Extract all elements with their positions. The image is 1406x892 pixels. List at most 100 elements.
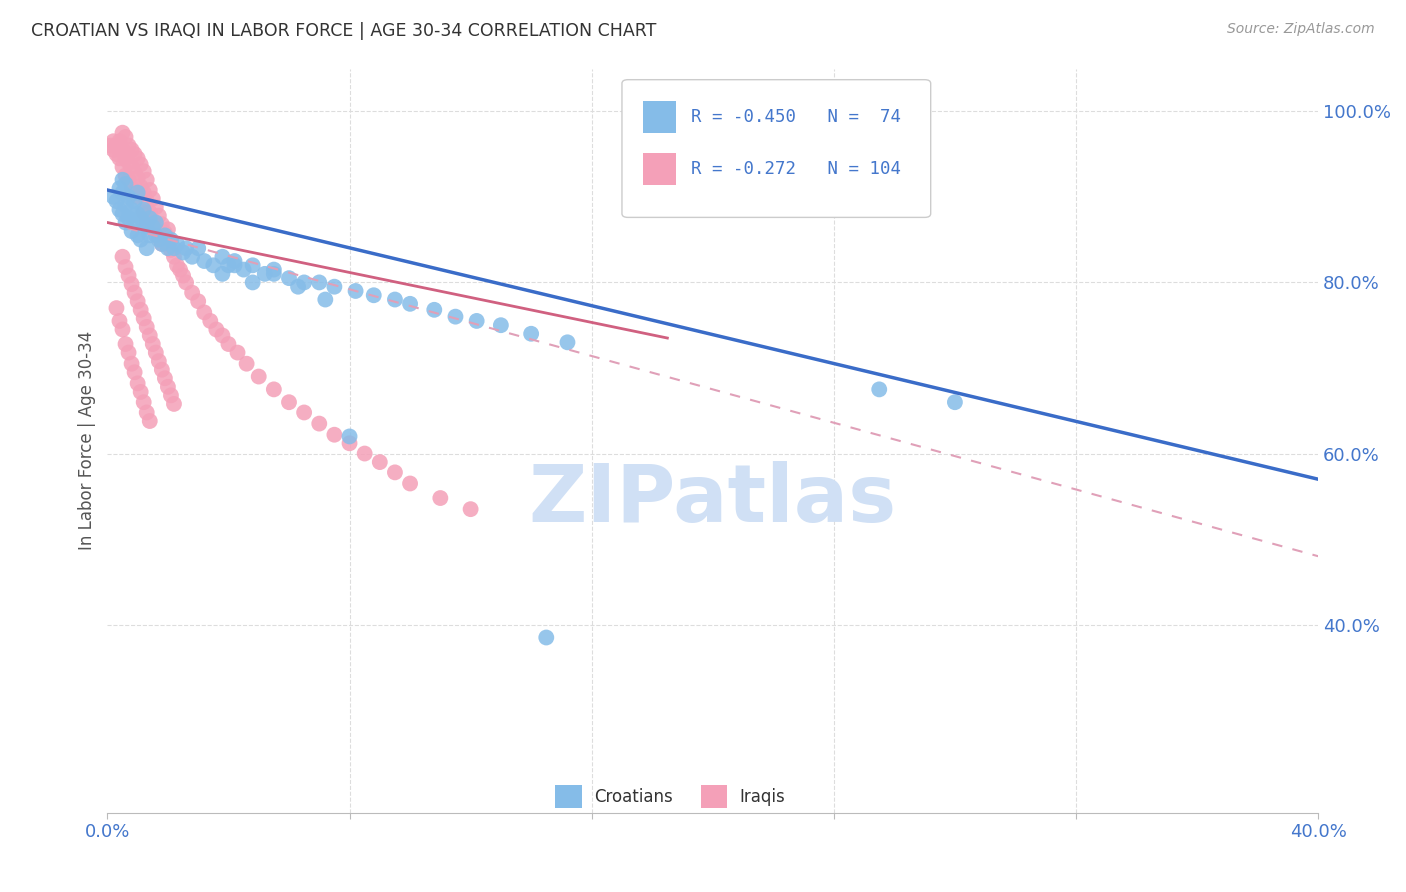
Point — [174, 241, 197, 255]
Point — [111, 160, 134, 174]
Point — [105, 301, 128, 315]
Point — [124, 166, 146, 180]
Point — [399, 476, 422, 491]
Point — [314, 293, 336, 307]
Point — [287, 279, 309, 293]
Point — [127, 190, 149, 204]
Point — [121, 357, 143, 371]
Point — [127, 294, 149, 309]
Point — [142, 337, 165, 351]
Point — [160, 388, 183, 402]
Point — [166, 236, 188, 251]
Point — [211, 328, 233, 343]
Point — [142, 192, 165, 206]
Point — [174, 276, 197, 290]
Point — [323, 427, 346, 442]
Point — [253, 267, 276, 281]
Point — [150, 362, 173, 376]
Y-axis label: In Labor Force | Age 30-34: In Labor Force | Age 30-34 — [79, 331, 96, 550]
Point — [117, 268, 139, 283]
Point — [156, 222, 179, 236]
Point — [121, 143, 143, 157]
Point — [429, 491, 451, 505]
Point — [114, 337, 136, 351]
Point — [444, 310, 467, 324]
Point — [142, 219, 165, 234]
Point — [211, 267, 233, 281]
Point — [135, 319, 157, 334]
Point — [129, 211, 152, 226]
Point — [163, 250, 186, 264]
Point — [172, 245, 194, 260]
Point — [148, 231, 170, 245]
Point — [344, 284, 367, 298]
Point — [242, 258, 264, 272]
Point — [150, 236, 173, 251]
Point — [247, 369, 270, 384]
FancyBboxPatch shape — [700, 785, 727, 808]
Point — [353, 446, 375, 460]
Point — [139, 211, 162, 226]
Point — [129, 233, 152, 247]
Point — [169, 262, 191, 277]
Point — [135, 194, 157, 208]
Point — [263, 262, 285, 277]
Point — [129, 179, 152, 194]
Point — [111, 250, 134, 264]
Point — [114, 260, 136, 274]
Point — [114, 177, 136, 191]
Point — [187, 294, 209, 309]
Point — [156, 236, 179, 251]
Point — [127, 207, 149, 221]
Point — [323, 279, 346, 293]
Point — [153, 226, 176, 240]
Point — [139, 414, 162, 428]
Point — [139, 205, 162, 219]
FancyBboxPatch shape — [643, 102, 676, 133]
Point — [103, 134, 125, 148]
Point — [111, 207, 134, 221]
Point — [121, 160, 143, 174]
Point — [108, 181, 131, 195]
Point — [117, 345, 139, 359]
Point — [139, 183, 162, 197]
Point — [127, 152, 149, 166]
Point — [423, 302, 446, 317]
Point — [132, 205, 155, 219]
Point — [121, 224, 143, 238]
Point — [105, 147, 128, 161]
Point — [132, 202, 155, 217]
Point — [148, 209, 170, 223]
Point — [103, 190, 125, 204]
Point — [127, 171, 149, 186]
Point — [124, 285, 146, 300]
Point — [135, 405, 157, 419]
Point — [117, 155, 139, 169]
Point — [145, 345, 167, 359]
Point — [117, 211, 139, 226]
Point — [193, 305, 215, 319]
Point — [263, 267, 285, 281]
Point — [117, 173, 139, 187]
Point — [108, 314, 131, 328]
Point — [153, 228, 176, 243]
Point — [536, 631, 558, 645]
Point — [399, 297, 422, 311]
Point — [460, 502, 482, 516]
Point — [172, 268, 194, 283]
Point — [129, 157, 152, 171]
Point — [127, 376, 149, 391]
Point — [132, 164, 155, 178]
Point — [235, 357, 257, 371]
Point — [132, 215, 155, 229]
Point — [292, 276, 315, 290]
Point — [384, 293, 406, 307]
Point — [156, 241, 179, 255]
Point — [142, 214, 165, 228]
Point — [278, 271, 301, 285]
Point — [193, 254, 215, 268]
Point — [145, 222, 167, 236]
Point — [153, 371, 176, 385]
Point — [148, 354, 170, 368]
Point — [108, 134, 131, 148]
